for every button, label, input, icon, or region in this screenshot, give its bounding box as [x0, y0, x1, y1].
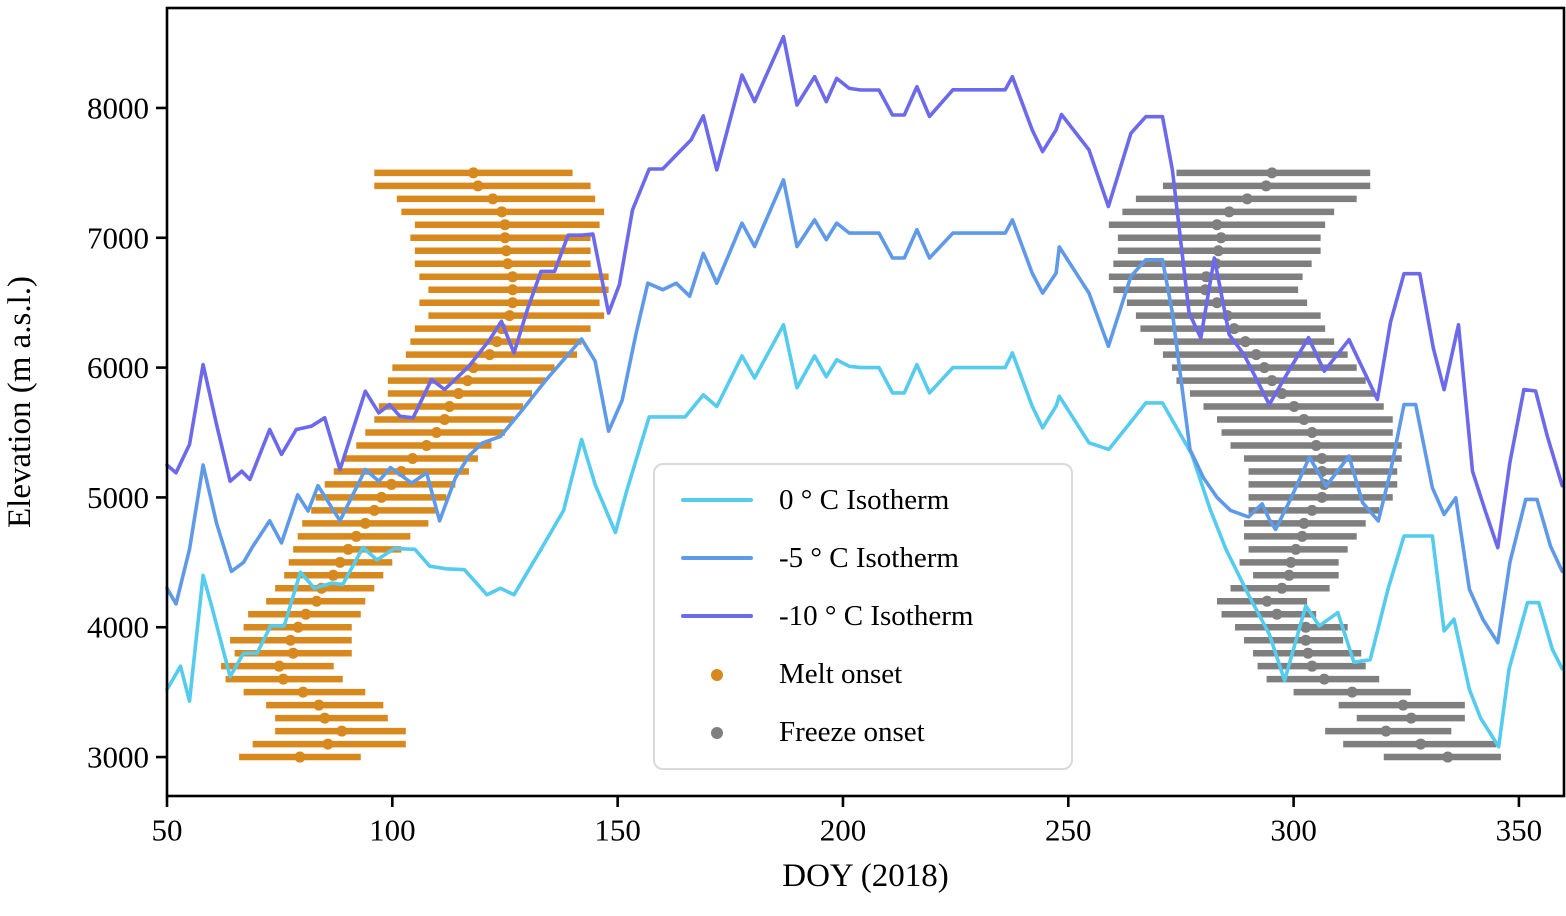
- svg-text:8000: 8000: [87, 90, 149, 125]
- svg-text:50: 50: [152, 812, 183, 847]
- legend-dot-swatch-freeze: [681, 726, 753, 739]
- legend-label-minus5: -5 ° C Isotherm: [779, 541, 959, 574]
- legend: 0 ° C Isotherm -5 ° C Isotherm -10 ° C I…: [653, 463, 1073, 770]
- legend-item-minus10-isotherm: -10 ° C Isotherm: [681, 600, 1071, 633]
- x-axis: 50 100 150 200 250 300 350: [152, 796, 1543, 847]
- y-axis: 3000 4000 5000 6000 7000 8000: [87, 90, 167, 775]
- legend-item-0c-isotherm: 0 ° C Isotherm: [681, 484, 1071, 517]
- legend-label-melt: Melt onset: [779, 658, 903, 691]
- legend-label-minus10: -10 ° C Isotherm: [779, 599, 974, 632]
- svg-text:4000: 4000: [87, 610, 149, 645]
- legend-line-swatch-minus10: [681, 614, 753, 619]
- melt-onset-errorbars: [221, 167, 609, 763]
- isotherm-line-2: [165, 34, 1564, 550]
- svg-text:3000: 3000: [87, 740, 149, 775]
- svg-text:7000: 7000: [87, 220, 149, 255]
- svg-text:6000: 6000: [87, 350, 149, 385]
- legend-line-swatch-minus5: [681, 556, 753, 561]
- svg-text:150: 150: [594, 812, 641, 847]
- svg-text:350: 350: [1496, 812, 1543, 847]
- svg-text:300: 300: [1270, 812, 1317, 847]
- isotherm-line-1: [165, 178, 1564, 645]
- legend-item-melt-onset: Melt onset: [681, 658, 1071, 691]
- legend-label-0c: 0 ° C Isotherm: [779, 483, 950, 516]
- legend-item-minus5-isotherm: -5 ° C Isotherm: [681, 542, 1071, 575]
- legend-line-swatch-0c: [681, 498, 753, 503]
- y-axis-label: Elevation (m a.s.l.): [2, 276, 38, 528]
- svg-text:200: 200: [820, 812, 867, 847]
- legend-dot-swatch-melt: [681, 668, 753, 681]
- legend-item-freeze-onset: Freeze onset: [681, 716, 1071, 749]
- svg-text:5000: 5000: [87, 480, 149, 515]
- x-axis-label: DOY (2018): [782, 858, 949, 894]
- plot-border: [165, 6, 1566, 798]
- legend-label-freeze: Freeze onset: [779, 716, 925, 749]
- isotherm-line-0: [165, 322, 1564, 749]
- svg-text:100: 100: [369, 812, 416, 847]
- svg-text:250: 250: [1045, 812, 1092, 847]
